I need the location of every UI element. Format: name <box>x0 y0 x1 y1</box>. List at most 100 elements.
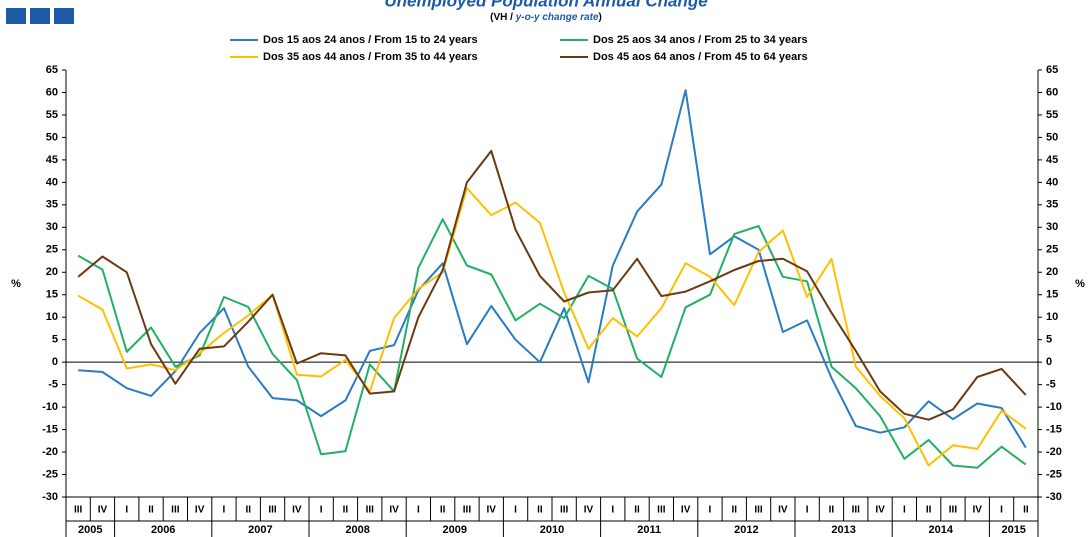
legend-label: Dos 45 aos 64 anos / From 45 to 64 years <box>593 51 808 63</box>
y2-tick-label: 0 <box>1046 356 1052 368</box>
series-line <box>77 187 1027 467</box>
x-tick-label: II <box>245 505 251 516</box>
y2-tick-label: 50 <box>1046 131 1058 143</box>
y2-axis-label: % <box>1075 278 1085 290</box>
x-tick-label: II <box>634 505 640 516</box>
y2-tick-label: 5 <box>1046 334 1052 346</box>
x-tick-label: III <box>463 505 472 516</box>
x-tick-label: IV <box>973 505 983 516</box>
logo-block <box>54 8 74 24</box>
year-label: 2008 <box>345 524 369 536</box>
y-tick-label: 40 <box>46 176 58 188</box>
subtitle-part: (VH / <box>490 12 516 23</box>
series-line <box>77 149 1027 421</box>
x-tick-label: I <box>806 505 809 516</box>
x-tick-label: III <box>949 505 958 516</box>
x-tick-label: I <box>125 505 128 516</box>
x-tick-label: I <box>903 505 906 516</box>
y-tick-label: 55 <box>46 109 58 121</box>
chart-title: Unemployed Population Annual Change <box>384 0 707 10</box>
chart-subtitle: (VH / y-o-y change rate) <box>490 12 602 23</box>
x-tick-label: III <box>754 505 763 516</box>
x-tick-label: III <box>268 505 277 516</box>
y-tick-label: -10 <box>42 401 58 413</box>
y-tick-label: 10 <box>46 311 58 323</box>
y2-tick-label: 15 <box>1046 289 1058 301</box>
x-tick-label: IV <box>681 505 691 516</box>
x-tick-label: I <box>417 505 420 516</box>
y-tick-label: 15 <box>46 289 58 301</box>
y2-tick-label: 20 <box>1046 266 1058 278</box>
y-tick-label: 35 <box>46 199 58 211</box>
legend-label: Dos 25 aos 34 anos / From 25 to 34 years <box>593 34 808 46</box>
x-tick-label: III <box>560 505 569 516</box>
x-tick-label: III <box>366 505 375 516</box>
x-tick-label: III <box>171 505 180 516</box>
y2-tick-label: 25 <box>1046 244 1058 256</box>
y2-tick-label: -20 <box>1046 446 1062 458</box>
y2-tick-label: -25 <box>1046 468 1062 480</box>
x-tick-label: IV <box>195 505 205 516</box>
year-label: 2011 <box>637 524 661 536</box>
y-tick-label: 30 <box>46 221 58 233</box>
y-tick-label: -20 <box>42 446 58 458</box>
x-tick-label: II <box>440 505 446 516</box>
legend-label: Dos 35 aos 44 anos / From 35 to 44 years <box>263 51 478 63</box>
x-tick-label: I <box>611 505 614 516</box>
y-tick-label: 65 <box>46 64 58 76</box>
x-tick-label: I <box>709 505 712 516</box>
year-label: 2006 <box>151 524 175 536</box>
x-tick-label: II <box>926 505 932 516</box>
year-label: 2009 <box>443 524 467 536</box>
x-tick-label: I <box>1000 505 1003 516</box>
x-tick-label: I <box>514 505 517 516</box>
y2-tick-label: 60 <box>1046 86 1058 98</box>
year-label: 2007 <box>248 524 272 536</box>
y-tick-label: 60 <box>46 86 58 98</box>
y2-tick-label: 55 <box>1046 109 1058 121</box>
x-tick-label: II <box>148 505 154 516</box>
y-tick-label: 0 <box>52 356 58 368</box>
year-label: 2013 <box>831 524 855 536</box>
x-tick-label: III <box>852 505 861 516</box>
x-tick-label: II <box>731 505 737 516</box>
y-tick-label: -5 <box>48 379 58 391</box>
y2-tick-label: 35 <box>1046 199 1058 211</box>
series-line <box>78 89 1027 449</box>
y2-tick-label: 40 <box>1046 176 1058 188</box>
y-tick-label: -15 <box>42 423 58 435</box>
y-axis-label: % <box>11 278 21 290</box>
y-tick-label: 5 <box>52 334 58 346</box>
x-tick-label: IV <box>389 505 399 516</box>
year-label: 2014 <box>929 524 954 536</box>
x-tick-label: I <box>320 505 323 516</box>
y-tick-label: 50 <box>46 131 58 143</box>
x-tick-label: IV <box>584 505 594 516</box>
y2-tick-label: 65 <box>1046 64 1058 76</box>
y-tick-label: -30 <box>42 491 58 503</box>
x-tick-label: IV <box>875 505 885 516</box>
x-tick-label: II <box>537 505 543 516</box>
logo-block <box>30 8 50 24</box>
x-tick-label: II <box>1023 505 1029 516</box>
x-tick-label: IV <box>98 505 108 516</box>
y2-tick-label: 45 <box>1046 154 1058 166</box>
y-tick-label: 20 <box>46 266 58 278</box>
legend-label: Dos 15 aos 24 anos / From 15 to 24 years <box>263 34 478 46</box>
y-tick-label: -25 <box>42 468 58 480</box>
x-tick-label: III <box>657 505 666 516</box>
y2-tick-label: -30 <box>1046 491 1062 503</box>
x-tick-label: IV <box>292 505 302 516</box>
x-tick-label: II <box>829 505 835 516</box>
year-label: 2005 <box>78 524 102 536</box>
y2-tick-label: 30 <box>1046 221 1058 233</box>
x-tick-label: II <box>343 505 349 516</box>
x-tick-label: IV <box>487 505 497 516</box>
x-tick-label: III <box>74 505 83 516</box>
x-tick-label: I <box>223 505 226 516</box>
y2-tick-label: 10 <box>1046 311 1058 323</box>
y-tick-label: 25 <box>46 244 58 256</box>
year-label: 2010 <box>540 524 564 536</box>
